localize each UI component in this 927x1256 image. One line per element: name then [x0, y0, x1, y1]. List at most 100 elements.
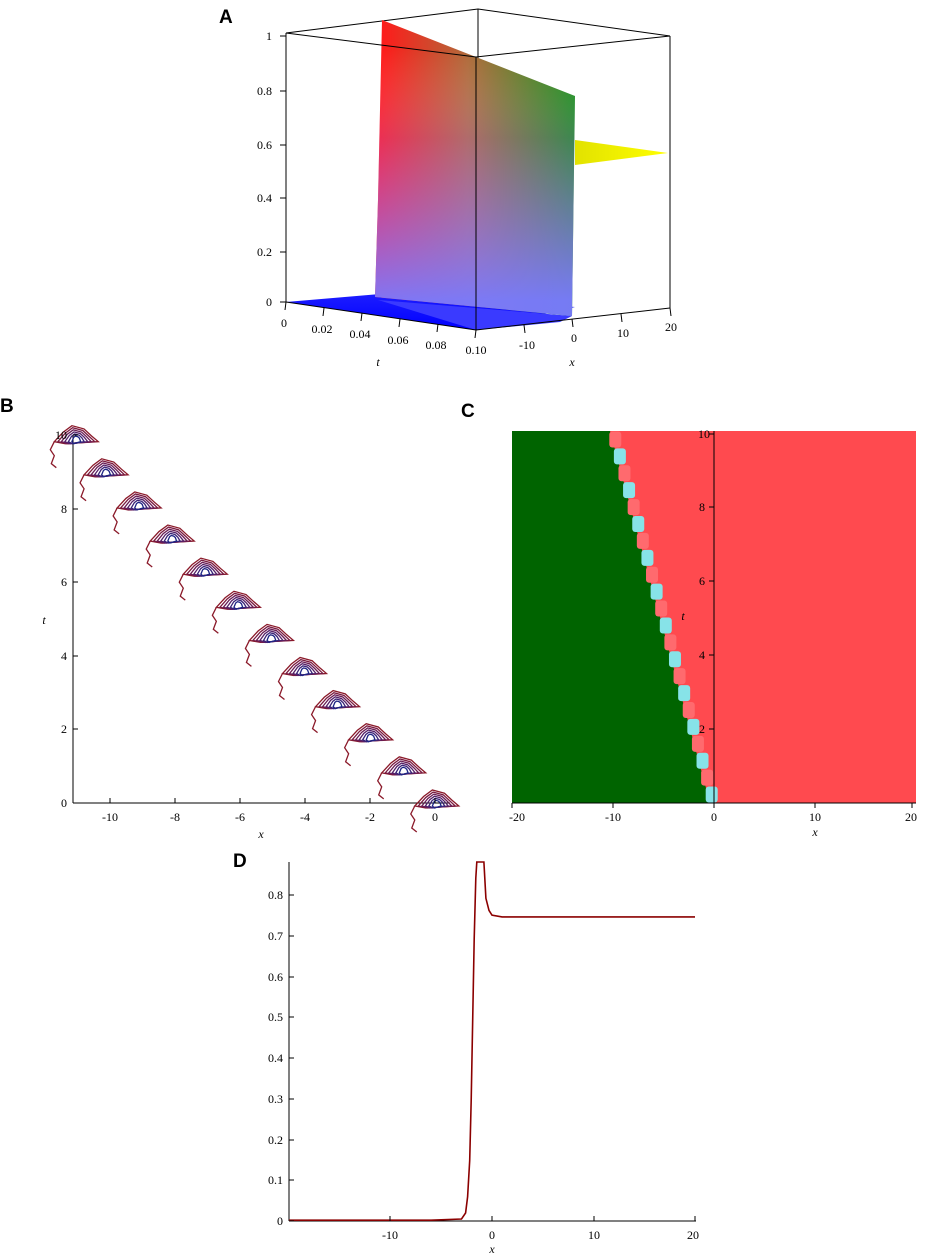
panel-a-z-tick: 1 — [266, 29, 272, 43]
panel-c-front-cell — [632, 516, 645, 532]
panel-b-contour-line — [365, 733, 376, 743]
panel-c-t-tick: 2 — [699, 722, 705, 736]
panel-a-t-tick: 0.04 — [350, 327, 371, 341]
panel-c-front-cell — [650, 583, 663, 600]
panel-a-x-tick: 10 — [617, 326, 629, 340]
panel-c-x-tick: -20 — [509, 810, 525, 824]
panel-b-contour-line — [200, 567, 211, 577]
panel-b-contour-tail — [145, 540, 153, 568]
panel-c-front-cell — [646, 566, 659, 583]
panel-c-front-cell — [696, 752, 709, 769]
panel-c-x-ticks: -20 -10 0 10 20 x — [509, 803, 917, 839]
panel-b-x-tick: -10 — [102, 810, 118, 824]
panel-c-front-cell — [641, 549, 654, 566]
panel-c-front-cell — [655, 600, 668, 617]
panel-a-x-tick: 20 — [665, 320, 677, 334]
panel-b-y-tick: 10 — [55, 428, 67, 442]
panel-c-front-cell — [618, 465, 631, 482]
panel-b-y-tick: 2 — [61, 722, 67, 736]
panel-b-y-tick: 4 — [61, 649, 67, 663]
panel-a-z-axis: 0 0.2 0.4 0.6 0.8 1 — [257, 29, 286, 309]
panel-b-contour-tail — [178, 573, 186, 601]
panel-c-t-ticks: 2 4 6 8 10 t — [681, 427, 714, 736]
panel-a-z-tick: 0 — [266, 295, 272, 309]
panel-b-contour-tail — [277, 673, 285, 701]
panel-c-front-cell — [705, 786, 718, 803]
panel-b-x-tick: 0 — [432, 810, 438, 824]
panel-c-front-cell — [687, 718, 700, 735]
panel-b-y-tick: 8 — [61, 502, 67, 516]
panel-b-contour-line — [266, 634, 277, 644]
panel-b-x-tick: -4 — [300, 810, 310, 824]
panel-b-contour-line — [167, 534, 178, 544]
panel-d-letter: D — [233, 851, 247, 872]
panel-c-front-cell — [623, 482, 636, 499]
panel-b-letter: B — [0, 396, 14, 417]
panel-d-x-tick: 20 — [687, 1228, 699, 1242]
panel-d-x-tick: 0 — [489, 1228, 495, 1242]
panel-c-t-tick: 6 — [699, 574, 705, 588]
panel-d-y-tick: 0.3 — [268, 1092, 283, 1106]
panel-b-contour-line — [332, 700, 343, 710]
panel-c-front-cell — [627, 499, 640, 516]
panel-a-t-axis: 0 0.02 0.04 0.06 0.08 0.10 t — [281, 301, 487, 369]
panel-a-surface-shade — [375, 20, 575, 316]
panel-b-x-tick: -8 — [170, 810, 180, 824]
panel-b-contour-line — [133, 501, 145, 511]
panel-d-x-label: x — [488, 1242, 495, 1256]
panel-b-contour-tail — [376, 772, 385, 800]
panel-a: A 0 0.2 0.4 0.6 0.8 1 — [219, 7, 677, 369]
panel-c-x-tick: 10 — [809, 810, 821, 824]
panel-c-front-cell — [701, 769, 714, 786]
panel-b-contour-tail — [211, 606, 219, 634]
panel-d-y-tick: 0.4 — [268, 1051, 283, 1065]
panel-a-t-tick: 0.02 — [312, 322, 333, 336]
panel-c-letter: C — [461, 401, 475, 422]
panel-a-t-tick: 0.06 — [388, 333, 409, 347]
panel-c-front-cell — [613, 448, 626, 465]
panel-c-front-cell — [636, 532, 649, 549]
panel-c-x-tick: 20 — [905, 810, 917, 824]
panel-c-t-tick: 10 — [698, 427, 710, 441]
panel-d-y-tick: 0.1 — [268, 1173, 283, 1187]
panel-a-x-tick: 0 — [571, 331, 577, 345]
panel-c-front-cell — [678, 685, 691, 702]
panel-a-z-tick: 0.4 — [257, 191, 272, 205]
panel-b-y-ticks: 0 2 4 6 8 10 t — [42, 428, 78, 810]
panel-d-y-tick: 0.5 — [268, 1010, 283, 1024]
panel-b-x-tick: -6 — [235, 810, 245, 824]
panel-c-t-label: t — [681, 609, 685, 623]
panel-c-front-cell — [659, 617, 672, 634]
panel-b-x-tick: -2 — [365, 810, 375, 824]
panel-b-contour-tail — [112, 507, 120, 535]
panel-c-x-tick: -10 — [605, 810, 621, 824]
panel-c-t-tick: 4 — [699, 648, 705, 662]
panel-d-curve — [289, 861, 695, 1221]
panel-b-contour-line — [233, 600, 244, 611]
panel-d-x-ticks: -10 0 10 20 x — [382, 1216, 699, 1256]
panel-b-contour-line — [100, 468, 112, 478]
panel-a-z-tick: 0.8 — [257, 84, 272, 98]
panel-a-z-tick: 0.6 — [257, 138, 272, 152]
panel-b-contour-tail — [343, 739, 352, 767]
panel-a-yellow-plateau — [575, 140, 668, 165]
panel-a-x-axis: -10 0 10 20 x — [519, 307, 677, 369]
panel-a-t-tick: 0.10 — [466, 343, 487, 357]
panel-b-contour-tail — [79, 474, 87, 502]
panel-a-z-tick: 0.2 — [257, 245, 272, 259]
panel-d-x-tick: -10 — [382, 1228, 398, 1242]
panel-d: D 0 0.1 0.2 0.3 0.4 0.5 0.6 0.7 0.8 — [233, 851, 699, 1256]
panel-d-y-tick: 0.6 — [268, 970, 283, 984]
panel-c-front-cell — [691, 735, 704, 752]
panel-c-front-cell — [668, 651, 681, 668]
panel-a-x-label: x — [568, 355, 575, 369]
panel-c-left-region — [512, 431, 710, 803]
panel-b-contour-tail — [244, 640, 252, 667]
panel-d-y-tick: 0.2 — [268, 1133, 283, 1147]
panel-b-y-label: t — [42, 613, 46, 627]
panel-b: B 0 2 4 6 8 10 t -10 -8 -6 — [0, 396, 461, 841]
panel-a-surface-top — [378, 300, 572, 330]
panel-b-contour-line — [398, 766, 409, 776]
panel-a-letter: A — [219, 7, 233, 28]
